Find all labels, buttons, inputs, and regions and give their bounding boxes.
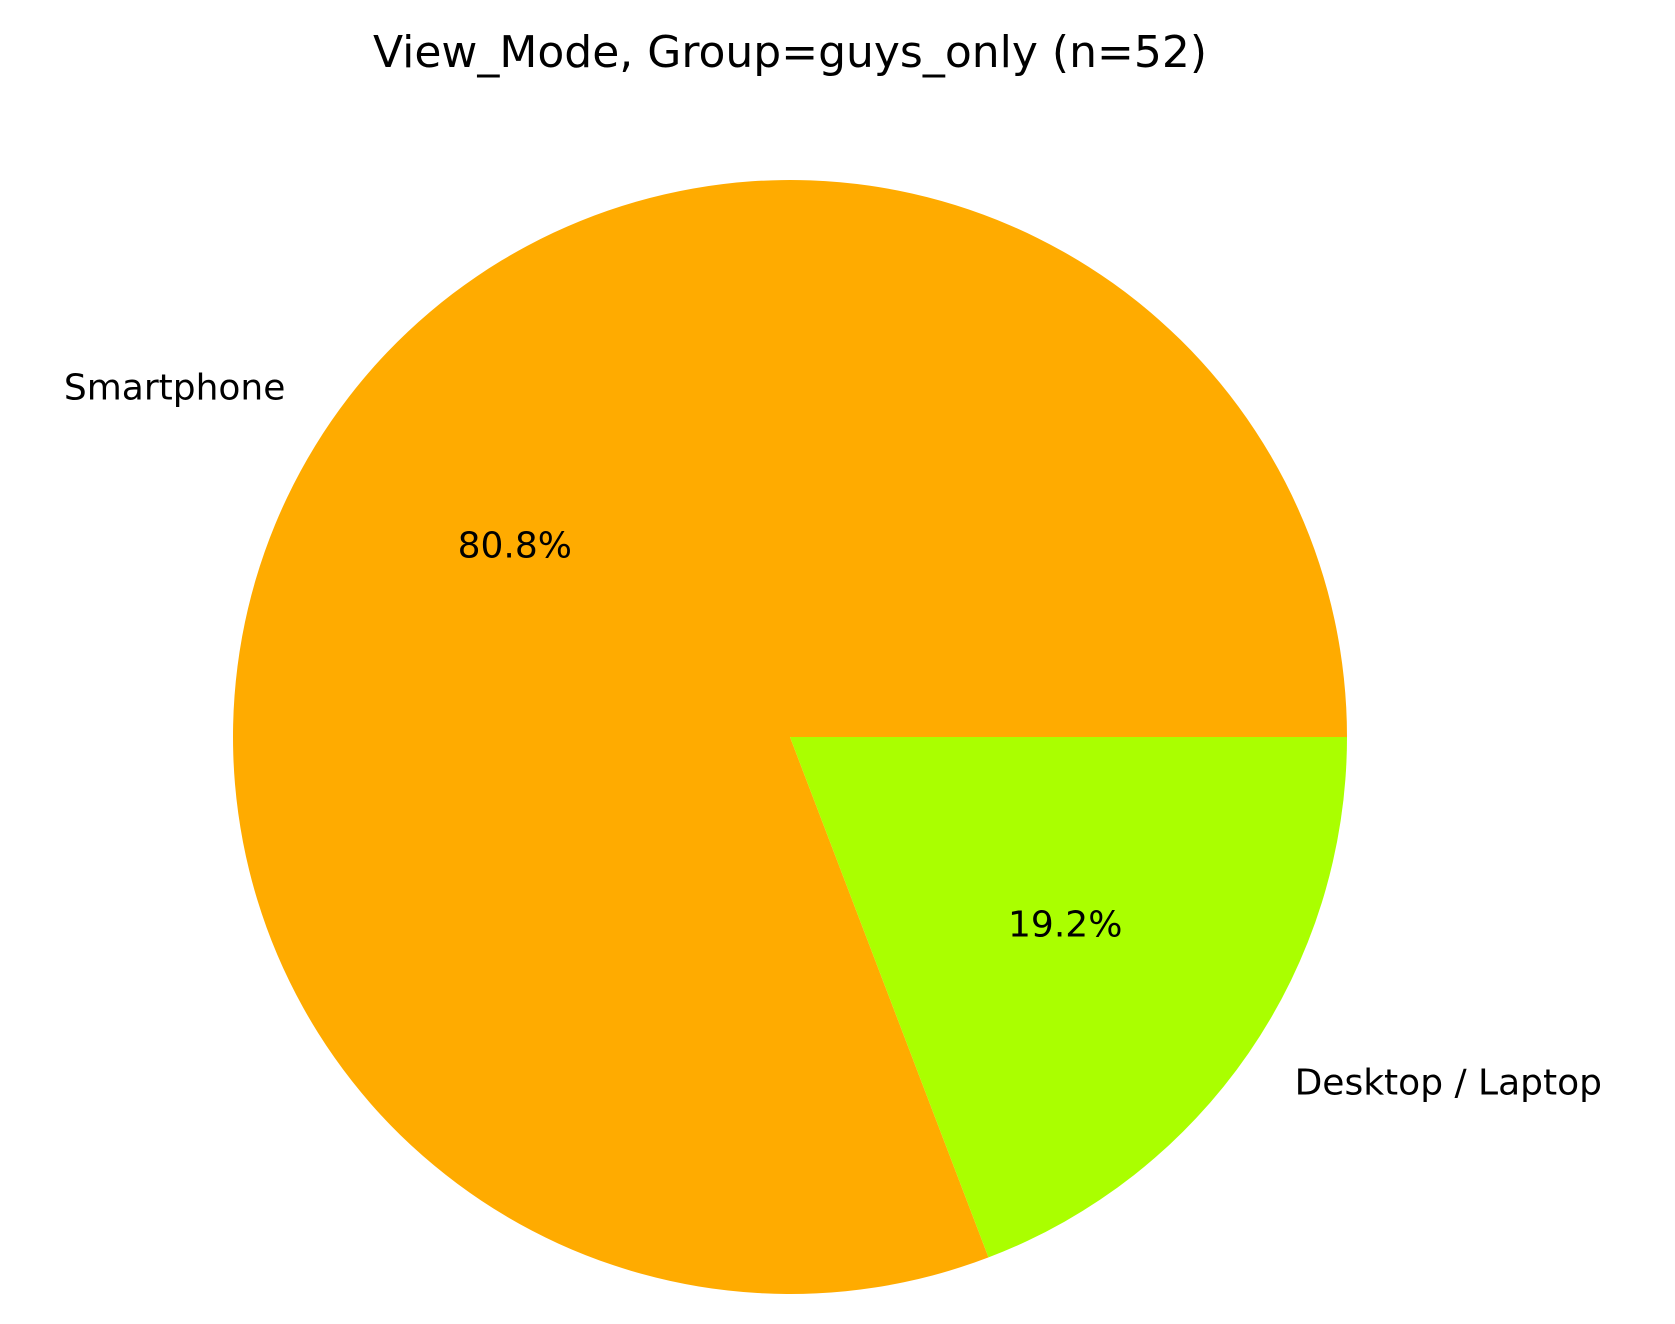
slice-label-desktop-laptop: Desktop / Laptop (1295, 1063, 1602, 1104)
slice-label-smartphone: Smartphone (64, 367, 286, 408)
pie-slices (233, 180, 1347, 1295)
pct-label-smartphone: 80.8% (458, 525, 572, 566)
pct-label-desktop-laptop: 19.2% (1008, 905, 1122, 946)
chart-title: View_Mode, Group=guys_only (n=52) (373, 27, 1207, 78)
pie-labels: Smartphone 80.8% Desktop / Laptop 19.2% (64, 367, 1602, 1103)
pie-slice-desktop-laptop (790, 737, 1347, 1258)
